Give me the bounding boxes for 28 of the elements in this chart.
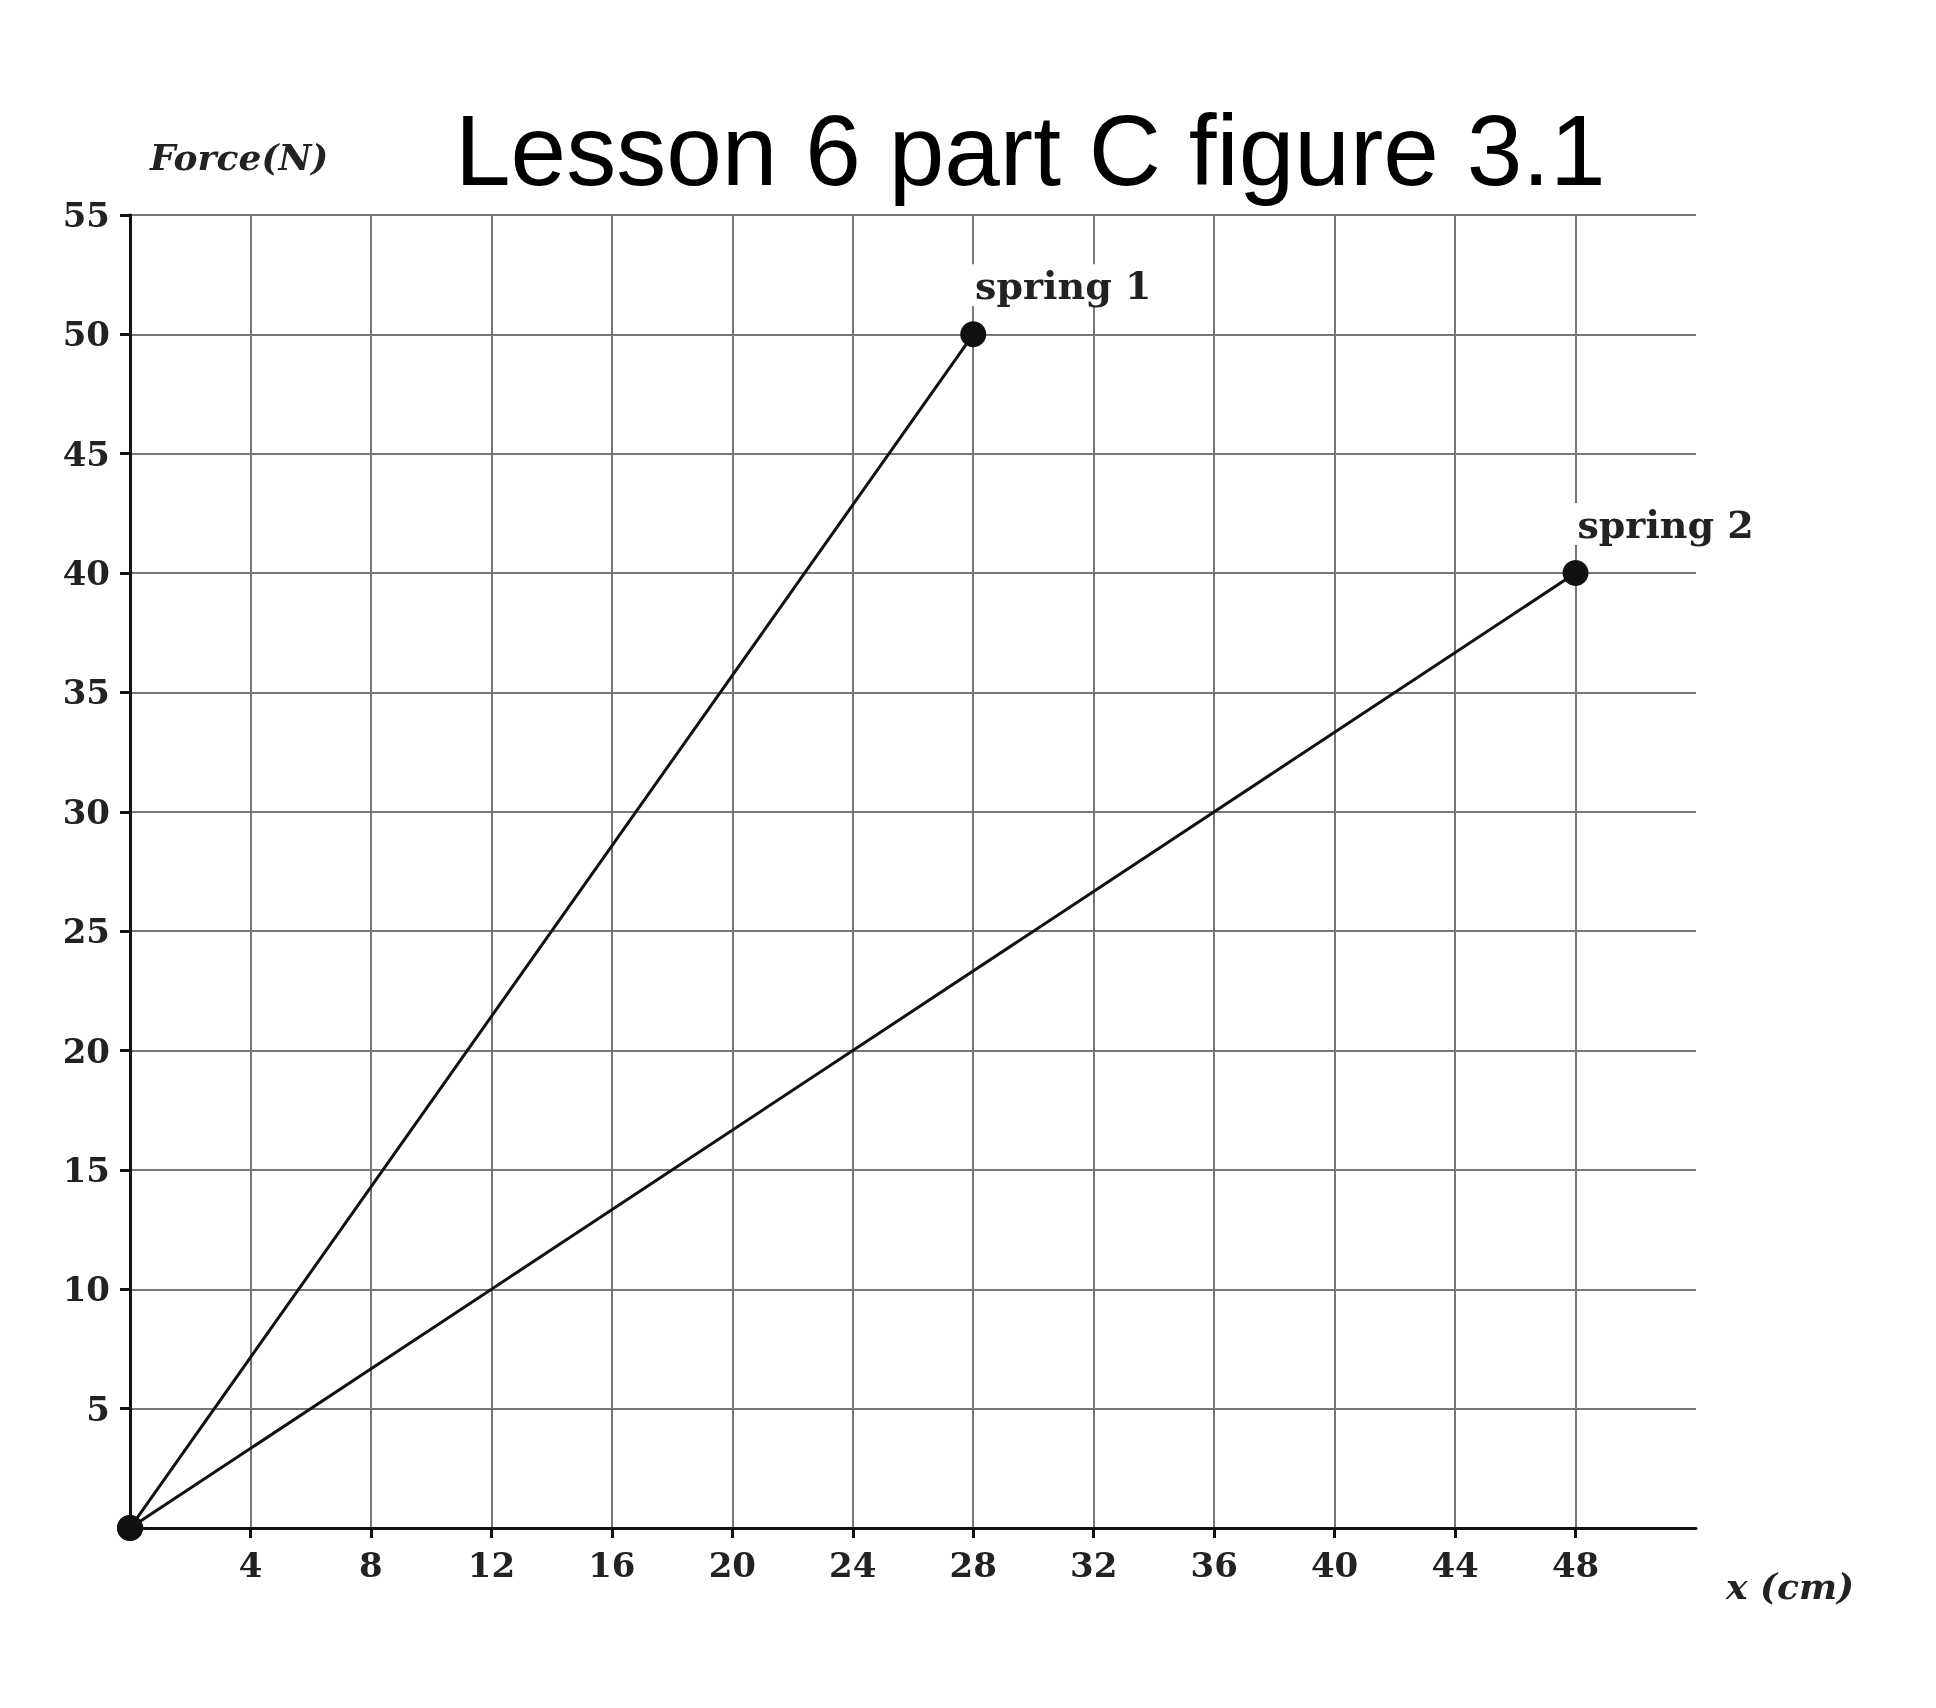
x-tick-label: 20 <box>708 1545 756 1585</box>
y-tick-label: 40 <box>62 553 110 594</box>
chart-title: Lesson 6 part C figure 3.1 <box>455 94 1606 206</box>
series-label: spring 2 <box>1577 501 1754 547</box>
x-tick-label: 4 <box>238 1545 263 1585</box>
x-tick-label: 24 <box>829 1545 877 1585</box>
x-tick-label: 36 <box>1190 1545 1238 1585</box>
y-tick-label: 15 <box>62 1149 110 1190</box>
x-tick-label: 40 <box>1310 1545 1359 1585</box>
x-tick-label: 16 <box>588 1545 636 1585</box>
y-tick-label: 5 <box>86 1388 110 1429</box>
x-tick-label: 44 <box>1431 1545 1479 1585</box>
series-label: spring 1 <box>975 262 1152 308</box>
x-tick-label: 8 <box>359 1545 383 1585</box>
x-tick-label: 28 <box>949 1545 997 1585</box>
y-tick-label: 30 <box>62 791 110 832</box>
y-tick-label: 50 <box>62 314 110 355</box>
y-tick-label: 45 <box>62 433 110 474</box>
x-tick-label: 48 <box>1551 1545 1600 1585</box>
x-tick-label: 32 <box>1070 1545 1118 1585</box>
x-tick-label: 12 <box>467 1545 516 1585</box>
x-axis-title: x (cm) <box>1725 1565 1855 1607</box>
y-tick-label: 20 <box>62 1030 110 1071</box>
y-tick-label: 35 <box>62 672 110 713</box>
y-axis-title: Force(N) <box>149 136 329 178</box>
y-tick-label: 10 <box>62 1269 110 1310</box>
y-tick-label: 25 <box>62 911 110 952</box>
y-tick-label: 55 <box>62 195 110 235</box>
